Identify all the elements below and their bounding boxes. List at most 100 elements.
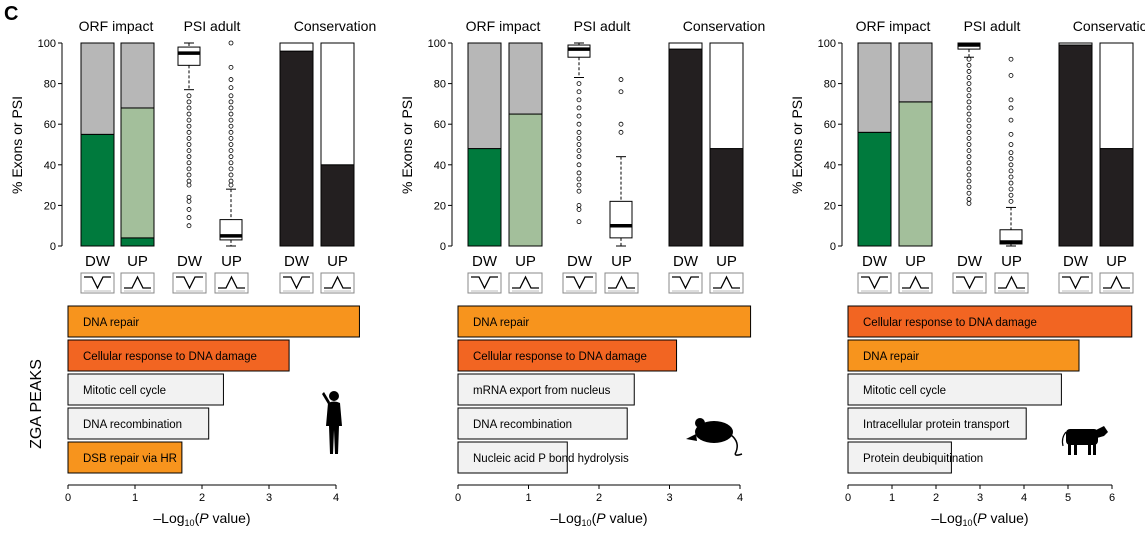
outlier-point xyxy=(186,142,192,147)
outlier-point xyxy=(186,123,192,129)
outlier-point xyxy=(186,154,192,160)
y-tick-label: 0 xyxy=(50,241,56,253)
cow-body xyxy=(1066,429,1098,445)
x-tick-label: 2 xyxy=(596,492,602,504)
human-arm xyxy=(322,392,330,404)
outlier-point xyxy=(186,182,192,188)
splice-glyph-frame xyxy=(562,272,597,294)
splice-glyph-frame xyxy=(952,272,987,294)
outlier-point xyxy=(576,170,582,176)
cons-dw-segment xyxy=(279,50,314,247)
enrichment-bar-label: Nucleic acid P bond hydrolysis xyxy=(473,453,629,465)
box-iqr xyxy=(177,46,201,66)
enrichment-bar-label: Mitotic cell cycle xyxy=(863,385,946,397)
enrichment-bar xyxy=(67,441,183,474)
outlier-point xyxy=(186,215,192,220)
box-iqr xyxy=(567,44,591,58)
y-tick-label: 0 xyxy=(440,241,446,253)
outlier-point xyxy=(618,129,624,135)
down-peak-icon xyxy=(672,276,699,290)
enrichment-bar-label: Cellular response to DNA damage xyxy=(83,351,257,363)
up-peak-icon xyxy=(218,275,245,289)
outlier-point xyxy=(966,148,972,153)
cons-up-segment xyxy=(320,42,355,166)
x-tick-label: 6 xyxy=(1109,492,1115,504)
x-tick-label: 3 xyxy=(266,492,272,504)
subpanel-title-psi: PSI adult xyxy=(964,18,1021,34)
cons-dw-segment xyxy=(1058,42,1093,46)
x-tick-label: 3 xyxy=(666,492,672,504)
up-peak-icon xyxy=(124,275,151,289)
x-tick-label: 5 xyxy=(1065,492,1071,504)
down-peak-icon xyxy=(861,276,888,290)
y-tick-label: 60 xyxy=(434,119,446,131)
outlier-point xyxy=(228,85,234,91)
human-silhouette-icon xyxy=(322,391,342,454)
enrichment-bar xyxy=(457,441,568,474)
cons-up-segment xyxy=(709,42,744,150)
outlier-point xyxy=(186,160,192,166)
orf-dw-segment xyxy=(857,42,892,133)
outlier-point xyxy=(966,172,972,178)
group-label-up: UP xyxy=(905,253,926,270)
outlier-point xyxy=(966,129,972,135)
y-tick-label: 60 xyxy=(824,119,836,131)
cons-dw-segment xyxy=(668,42,703,50)
outlier-point xyxy=(1008,180,1014,186)
outlier-point xyxy=(966,56,972,62)
x-tick-label: 1 xyxy=(889,492,895,504)
cons-up-segment xyxy=(1099,42,1134,150)
outlier-point xyxy=(1008,192,1014,198)
outlier-point xyxy=(576,154,582,160)
group-label-dw: DW xyxy=(957,253,983,270)
outlier-point xyxy=(966,184,972,190)
outlier-point xyxy=(228,99,234,105)
outlier-point xyxy=(228,148,234,153)
enrichment-bar xyxy=(847,407,1027,440)
group-label-dw: DW xyxy=(1063,253,1089,270)
enrichment-bar xyxy=(457,407,628,440)
outlier-point xyxy=(966,166,972,172)
outlier-point xyxy=(228,123,234,129)
up-peak-icon xyxy=(902,275,929,289)
outlier-point xyxy=(618,89,624,95)
x-tick-label: 4 xyxy=(1021,492,1027,504)
outlier-point xyxy=(1008,105,1014,111)
group-label-dw: DW xyxy=(673,253,699,270)
enrichment-bar-label: DNA repair xyxy=(473,317,529,329)
outlier-point xyxy=(576,162,582,168)
enrichment-bar xyxy=(847,373,1062,406)
mouse-snout xyxy=(686,434,697,441)
y-tick-label: 20 xyxy=(434,200,446,212)
subpanel-title-orf: ORF impact xyxy=(466,18,541,34)
enrichment-bar-label: Intracellular protein transport xyxy=(863,419,1010,431)
group-label-up: UP xyxy=(221,253,242,270)
enrichment-bar xyxy=(67,339,290,372)
group-label-dw: DW xyxy=(472,253,498,270)
orf-up-segment xyxy=(898,101,933,247)
outlier-point xyxy=(618,77,624,82)
outlier-point xyxy=(228,129,234,135)
orf-up-segment xyxy=(120,107,155,239)
outlier-point xyxy=(576,121,582,127)
x-axis-label: –Log10(P value) xyxy=(931,510,1028,528)
orf-dw-segment xyxy=(80,133,115,247)
mouse-body xyxy=(695,421,733,443)
outlier-point xyxy=(966,136,972,141)
mouse-silhouette-icon xyxy=(686,418,743,456)
y-tick-label: 40 xyxy=(434,160,446,172)
outlier-point xyxy=(228,178,234,184)
outlier-point xyxy=(228,172,234,178)
outlier-point xyxy=(966,75,972,80)
up-peak-icon xyxy=(324,275,351,289)
y-tick-label: 80 xyxy=(44,79,56,91)
panel-human: ORF impact PSI adult Conservation % Exons o… xyxy=(9,18,376,528)
orf-up-segment xyxy=(508,113,543,247)
cons-up-segment xyxy=(1099,148,1134,247)
outlier-point xyxy=(576,129,582,135)
enrichment-bar-label: Cellular response to DNA damage xyxy=(473,351,647,363)
cow-leg xyxy=(1088,444,1091,455)
outlier-point xyxy=(228,40,234,46)
outlier-point xyxy=(966,178,972,184)
outlier-point xyxy=(186,148,192,153)
